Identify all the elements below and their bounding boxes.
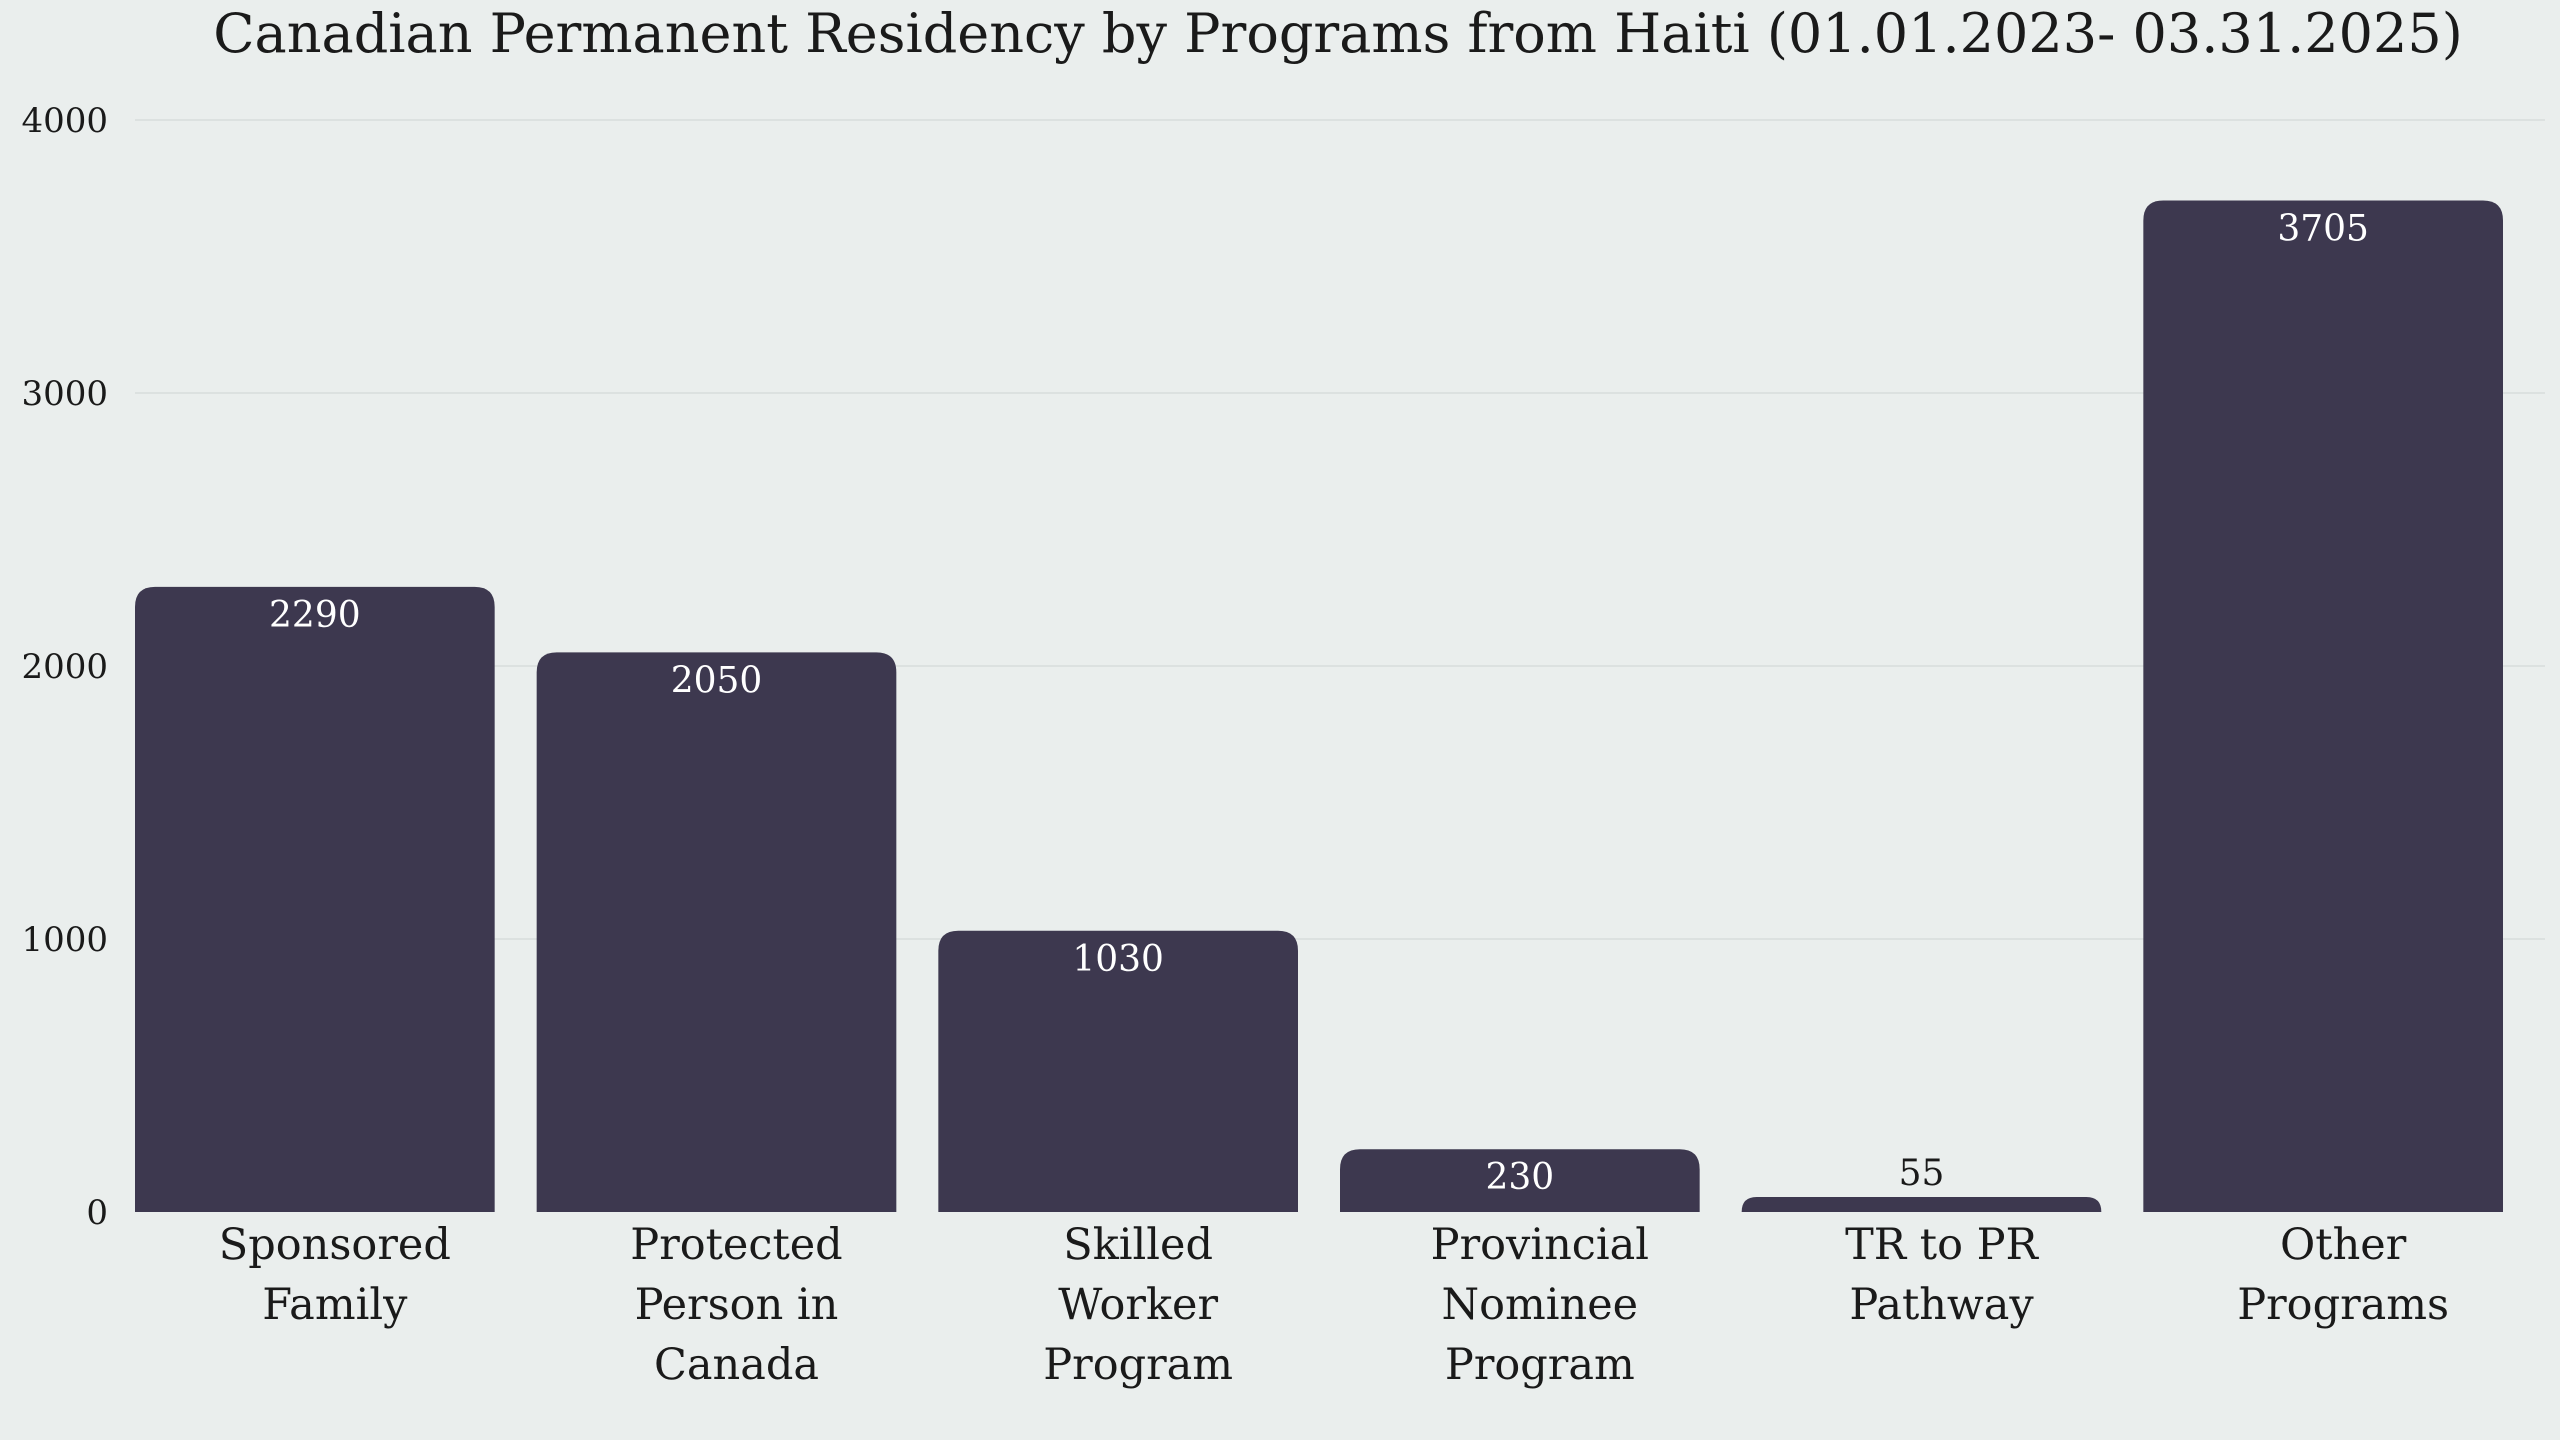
y-tick-label: 3000 <box>21 374 108 414</box>
x-tick-label: Program <box>1043 1340 1233 1390</box>
x-tick-label: Other <box>2280 1220 2407 1270</box>
data-label-0: 2290 <box>269 595 361 636</box>
bar-3 <box>1340 1149 1700 1212</box>
x-tick-label: Skilled <box>1063 1220 1213 1270</box>
x-tick-label: Program <box>1445 1340 1635 1390</box>
chart-title: Canadian Permanent Residency by Programs… <box>213 2 2463 65</box>
y-axis-ticks: 0 1000 2000 3000 4000 <box>21 101 108 1233</box>
x-tick-label: Person in <box>635 1280 839 1330</box>
x-tick-label: Sponsored <box>219 1220 451 1270</box>
bar-4 <box>1741 1196 2102 1212</box>
data-label-1: 2050 <box>671 660 763 701</box>
x-axis-ticks: Sponsored Family Protected Person in Canada S… <box>219 1220 2449 1390</box>
data-label-3: 230 <box>1485 1157 1554 1198</box>
data-labels: 2290 2050 1030 230 55 3705 <box>269 209 2369 1199</box>
x-tick-label: Programs <box>2237 1280 2449 1330</box>
bar-5 <box>2143 200 2503 1212</box>
data-label-2: 1030 <box>1072 939 1164 980</box>
y-tick-label: 4000 <box>21 101 108 141</box>
bar-2 <box>938 930 1298 1212</box>
bar-1 <box>536 652 897 1212</box>
data-label-4: 55 <box>1899 1153 1945 1194</box>
y-tick-label: 1000 <box>21 920 108 960</box>
x-tick-label: Family <box>262 1280 408 1330</box>
x-tick-label: TR to PR <box>1845 1220 2039 1270</box>
x-tick-label: Canada <box>654 1340 819 1390</box>
x-tick-label: Provincial <box>1431 1220 1649 1270</box>
bars <box>135 200 2503 1212</box>
x-tick-label: Worker <box>1058 1280 1218 1330</box>
x-tick-label: Nominee <box>1442 1280 1639 1330</box>
y-tick-label: 2000 <box>21 647 108 687</box>
x-tick-label: Protected <box>630 1220 842 1270</box>
bar-0 <box>135 586 495 1212</box>
data-label-5: 3705 <box>2277 209 2369 250</box>
y-tick-label: 0 <box>86 1193 108 1233</box>
x-tick-label: Pathway <box>1849 1280 2034 1330</box>
